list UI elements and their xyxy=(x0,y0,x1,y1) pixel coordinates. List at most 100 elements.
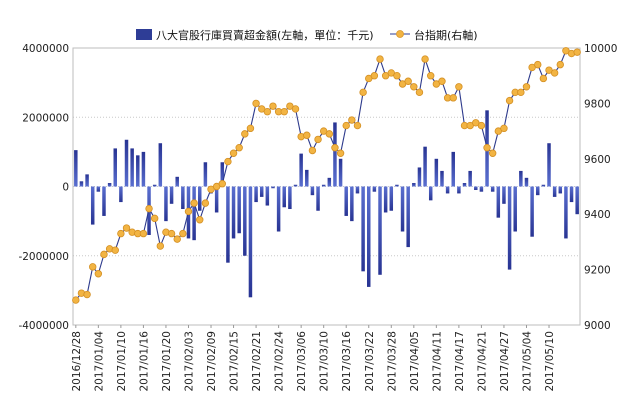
x-tick-label: 2016/12/28 xyxy=(71,331,83,392)
bar xyxy=(158,143,163,187)
left-tick-label: -4000000 xyxy=(18,320,69,332)
x-tick-label: 2017/04/27 xyxy=(499,331,511,392)
bar xyxy=(395,184,399,187)
line-point xyxy=(269,102,277,110)
bar xyxy=(457,186,461,194)
x-tick-label: 2017/03/28 xyxy=(386,331,398,392)
bar xyxy=(316,186,320,211)
bar xyxy=(198,186,202,211)
legend-line-label: 台指期(右軸) xyxy=(414,28,478,42)
bar xyxy=(107,183,112,187)
bar xyxy=(237,186,241,234)
bar xyxy=(113,148,117,187)
line-point xyxy=(449,94,457,102)
line-point xyxy=(280,108,288,116)
line-point xyxy=(89,263,97,271)
bar xyxy=(445,186,450,194)
bar xyxy=(547,143,551,187)
x-tick-label: 2017/01/20 xyxy=(161,331,173,392)
line-point xyxy=(336,149,345,157)
x-tick-label: 2017/03/06 xyxy=(296,331,308,392)
legend-line-marker xyxy=(396,30,404,38)
line-point xyxy=(370,71,379,80)
bar xyxy=(136,155,140,187)
bar xyxy=(271,186,275,189)
line-point xyxy=(224,157,232,166)
bar xyxy=(130,148,134,187)
line-point xyxy=(500,124,508,133)
line-point xyxy=(421,55,429,63)
x-tick-label: 2017/02/21 xyxy=(251,331,263,392)
line-point xyxy=(246,124,255,133)
x-tick-label: 2017/04/11 xyxy=(431,331,443,392)
bar xyxy=(564,186,568,239)
line-point xyxy=(353,121,362,130)
line-point xyxy=(522,83,531,91)
plot-area-border xyxy=(72,47,581,326)
bar xyxy=(536,186,540,196)
bar xyxy=(383,186,388,213)
bar xyxy=(181,186,185,210)
bar xyxy=(355,186,360,194)
line-point xyxy=(145,204,153,213)
line-point xyxy=(173,235,181,243)
bar xyxy=(276,186,281,232)
line-point xyxy=(122,224,131,232)
bar xyxy=(541,184,546,187)
bar xyxy=(552,186,557,197)
line-point xyxy=(415,88,424,97)
bar xyxy=(434,158,439,187)
line-series xyxy=(72,47,581,304)
legend: 八大官股行庫買賣超金額(左軸，單位：千元) 台指期(右軸) xyxy=(136,28,478,42)
line-point xyxy=(393,71,401,80)
line-point xyxy=(331,144,339,152)
bar xyxy=(192,186,196,241)
x-tick-label: 2017/03/10 xyxy=(319,331,331,392)
bar xyxy=(74,150,78,187)
bar-series xyxy=(74,110,579,298)
bar xyxy=(530,186,534,237)
bar xyxy=(141,151,146,187)
x-tick-label: 2017/01/10 xyxy=(116,331,128,392)
line-point xyxy=(291,105,300,113)
bar xyxy=(259,186,264,197)
bar xyxy=(451,151,455,187)
line-point xyxy=(94,270,103,278)
x-tick-label: 2017/02/09 xyxy=(206,331,218,392)
bar xyxy=(96,186,101,192)
line-point xyxy=(117,229,125,238)
bar xyxy=(282,186,286,208)
left-tick-label: 4000000 xyxy=(22,43,69,55)
line-point xyxy=(83,290,91,299)
bar xyxy=(479,186,484,192)
bar xyxy=(406,186,410,248)
line-point xyxy=(410,83,418,91)
line-point xyxy=(488,149,497,157)
right-tick-label: 9600 xyxy=(584,154,611,166)
bar xyxy=(305,169,309,187)
bar xyxy=(519,170,523,187)
bar xyxy=(490,186,495,192)
bar xyxy=(496,186,501,218)
bar xyxy=(412,183,416,187)
bar xyxy=(299,153,303,187)
left-tick-label: 2000000 xyxy=(22,112,69,124)
bar xyxy=(124,139,129,187)
line-point xyxy=(111,246,119,254)
left-tick-label: 0 xyxy=(62,182,69,194)
bar xyxy=(243,186,247,256)
x-tick-label: 2017/05/04 xyxy=(521,331,533,392)
bar xyxy=(214,186,219,213)
bar xyxy=(265,186,270,206)
x-tick-label: 2017/03/22 xyxy=(364,331,376,392)
line-point xyxy=(534,60,542,69)
bar xyxy=(102,186,106,216)
line-point xyxy=(139,229,148,238)
line-point xyxy=(455,83,463,91)
x-tick-label: 2017/01/04 xyxy=(93,331,105,392)
bar xyxy=(119,186,123,203)
bar xyxy=(513,186,517,232)
bar xyxy=(400,186,405,232)
line-point xyxy=(150,214,159,223)
line-point xyxy=(100,250,108,259)
